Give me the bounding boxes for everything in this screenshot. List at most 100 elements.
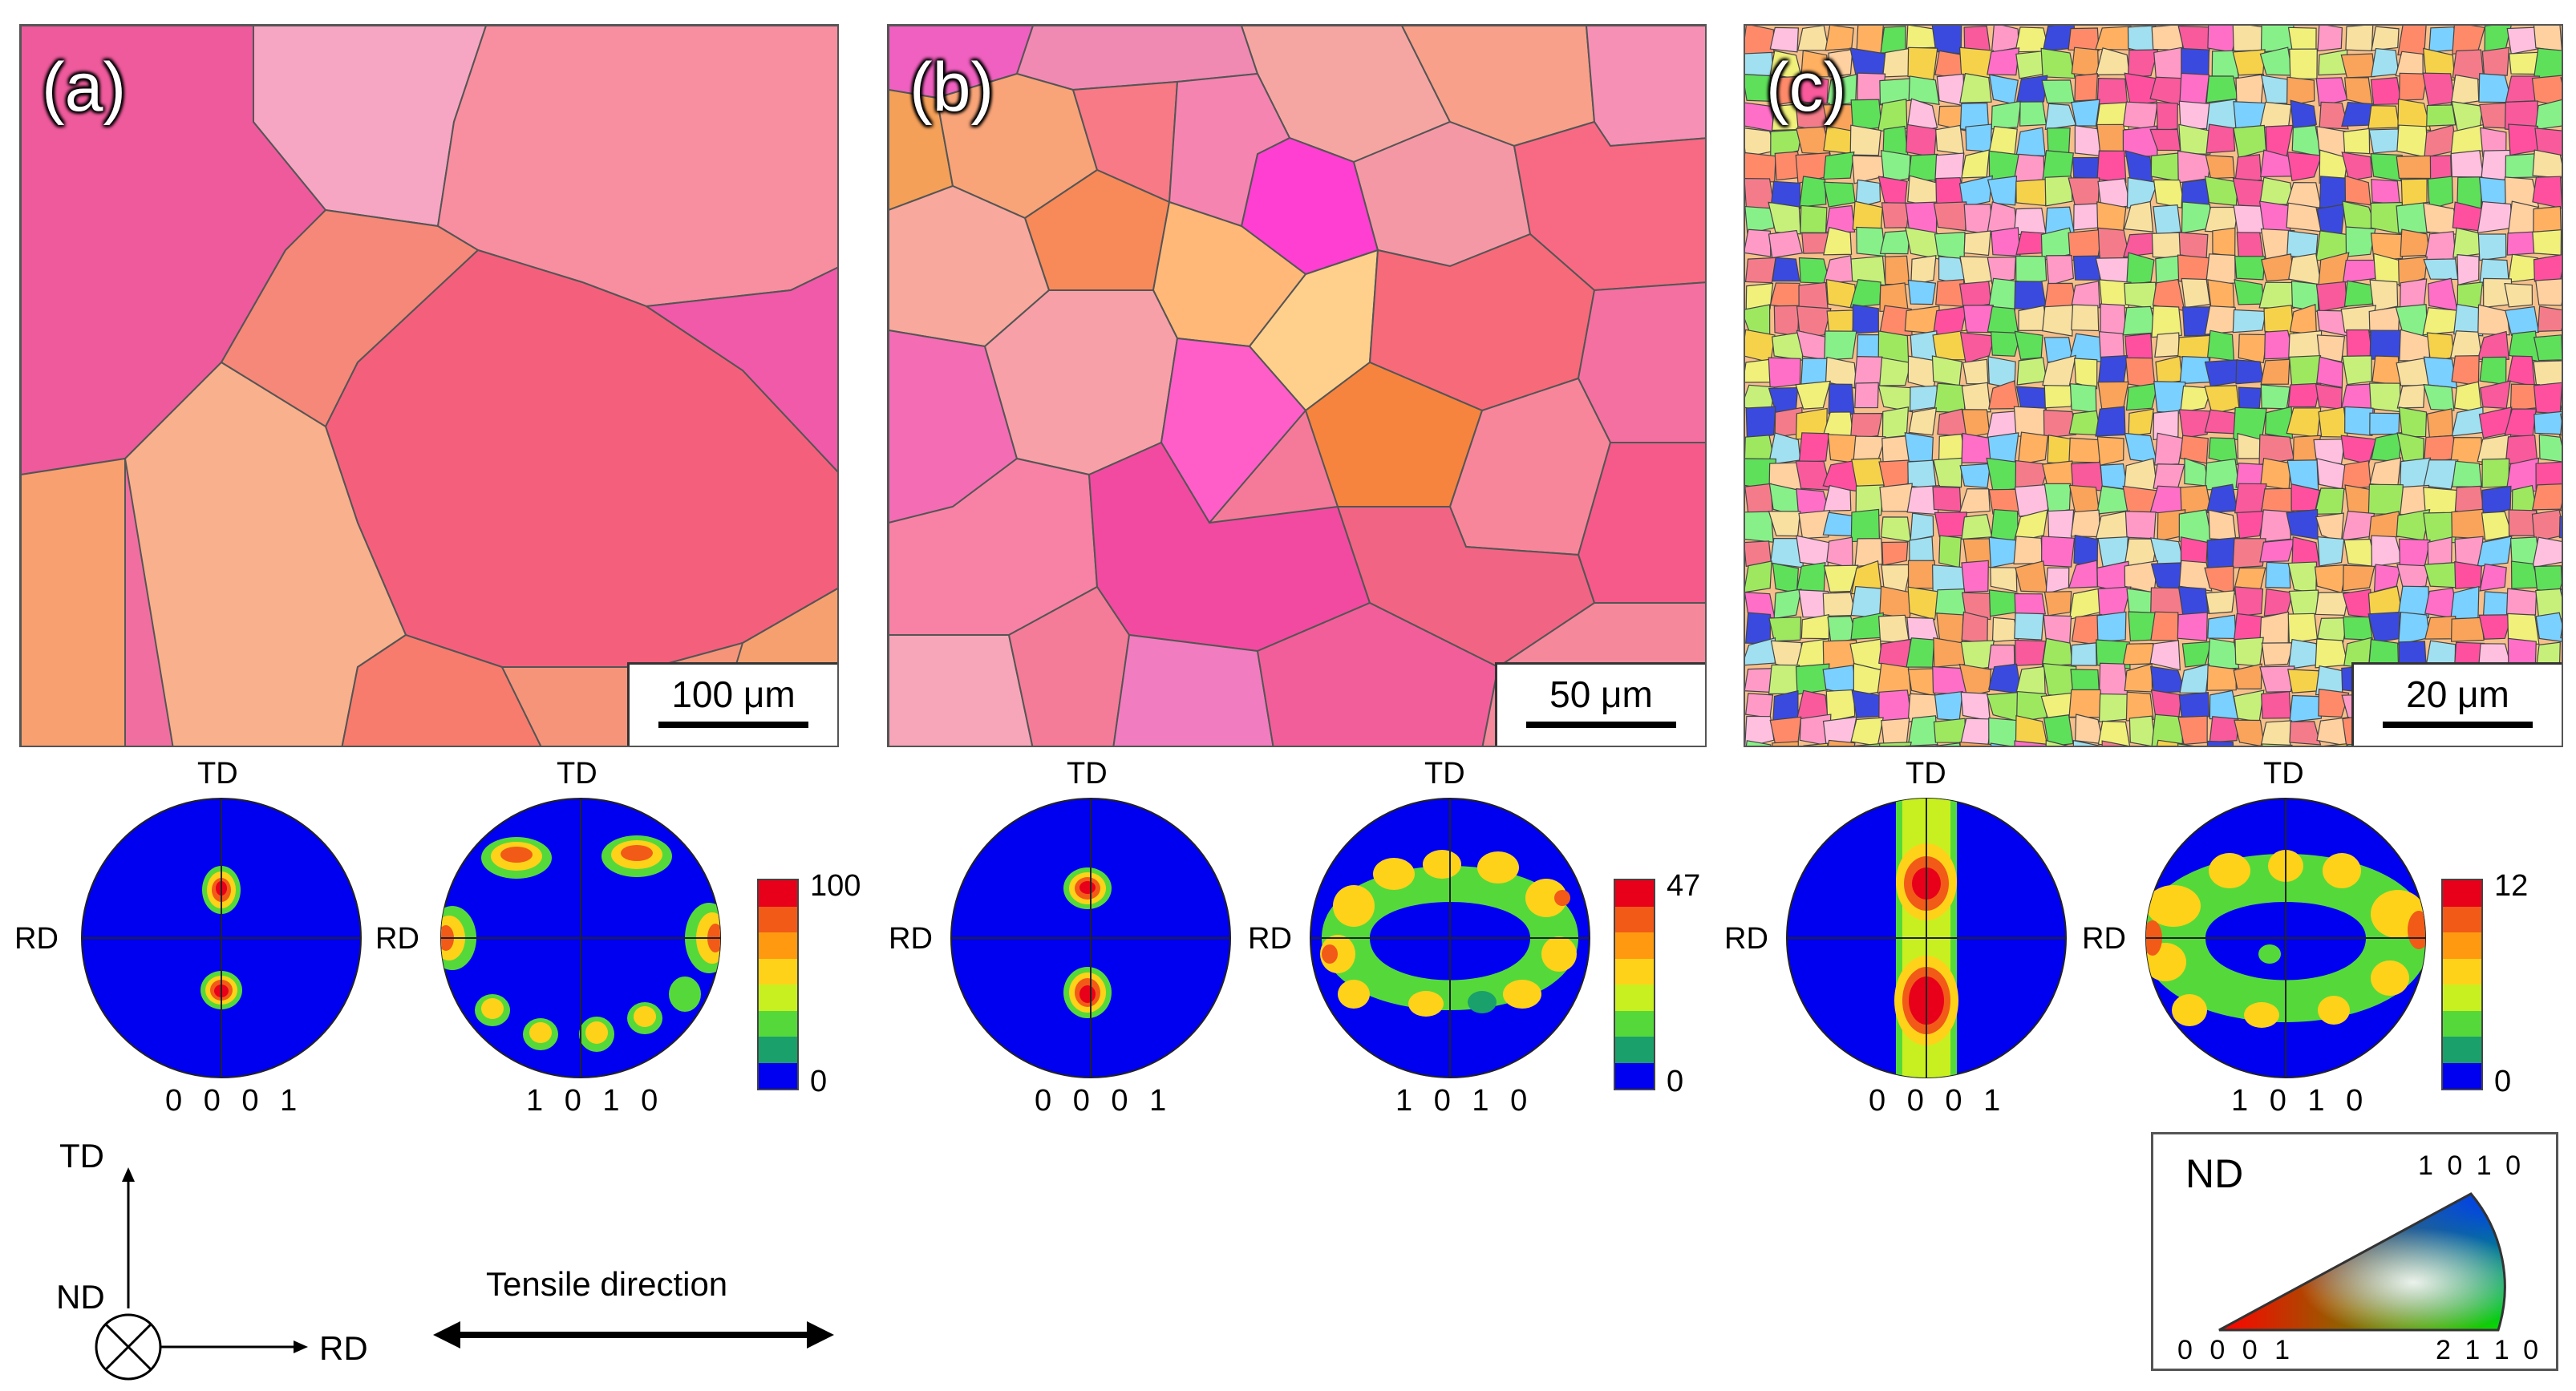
grain: [2072, 156, 2100, 180]
grain-map-a: [21, 26, 837, 746]
grain: [2013, 406, 2046, 437]
grain: [1882, 47, 1912, 78]
grain: [2317, 26, 2343, 52]
grain: [2068, 27, 2100, 51]
grain: [1878, 357, 1912, 386]
grain: [1850, 717, 1884, 746]
grain: [2261, 642, 2295, 666]
grain: [2122, 642, 2154, 665]
grain: [2562, 334, 2563, 361]
grain: [2423, 356, 2458, 389]
grain: [2096, 639, 2131, 669]
grain: [2343, 280, 2376, 307]
grain: [2096, 77, 2128, 107]
grain: [1961, 592, 1992, 621]
colorbar-max: 47: [1667, 869, 1701, 903]
grain: [1768, 664, 1800, 695]
scale-bar: 100 μm: [627, 662, 837, 746]
coord-rd-label: RD: [319, 1329, 368, 1367]
grain: [2015, 255, 2047, 286]
grain: [2208, 437, 2238, 466]
grain: [2211, 50, 2239, 82]
grain: [1822, 592, 1857, 617]
grain: [2370, 233, 2404, 261]
grain: [2287, 382, 2322, 408]
grain: [2017, 431, 2049, 466]
grain: [2371, 355, 2401, 386]
grain: [2345, 26, 2374, 51]
grain: [1959, 72, 1992, 103]
grain: [2235, 74, 2265, 104]
grain: [1934, 588, 1966, 617]
grain: [2015, 714, 2048, 746]
grain: [1877, 385, 1914, 413]
grain: [1881, 541, 1909, 566]
grain: [2208, 509, 2237, 541]
grain: [1904, 432, 1934, 463]
grain: [1823, 484, 1852, 512]
colorbar-segment: [2443, 906, 2481, 932]
grain: [2422, 307, 2459, 336]
grain: [2209, 716, 2239, 743]
grain: [2260, 720, 2292, 746]
colorbar-min: 0: [1667, 1065, 1684, 1098]
grain: [2369, 412, 2400, 435]
grain: [2323, 743, 2347, 746]
grain: [1881, 202, 1910, 228]
grain: [2265, 561, 2291, 588]
grain: [1934, 690, 1963, 722]
grain: [2315, 383, 2343, 410]
grain: [2450, 617, 2485, 642]
grain: [2234, 154, 2262, 184]
grain: [2206, 330, 2235, 362]
grain: [2454, 560, 2482, 589]
grain: [1772, 689, 1799, 722]
grain: [1880, 516, 1912, 543]
grain: [2481, 47, 2510, 76]
grain: [1796, 126, 1831, 155]
grain: [2258, 281, 2295, 309]
grain: [1745, 257, 1776, 284]
grain: [2538, 434, 2562, 463]
grain: [2454, 746, 2481, 747]
grain: [2178, 691, 2210, 718]
grain: [2558, 516, 2562, 539]
grain: [2286, 202, 2322, 233]
scale-bar-line: [658, 722, 808, 728]
pf-rd-label: RD: [1724, 922, 1768, 956]
grain: [1879, 483, 1913, 512]
colorbar-segment: [1615, 1062, 1654, 1089]
grain: [2238, 386, 2262, 412]
grain: [2207, 279, 2235, 309]
grain: [2043, 385, 2074, 409]
pf-basal-name: 0 0 0 1: [1035, 1084, 1173, 1118]
grain: [1907, 715, 1938, 746]
grain: [2504, 176, 2540, 208]
grain: [2122, 101, 2158, 131]
grain: [1990, 331, 2022, 357]
grain: [2342, 259, 2376, 284]
grain: [2477, 330, 2510, 360]
grain: [1906, 98, 1938, 133]
pf-basal-name: 0 0 0 1: [1869, 1084, 2007, 1118]
grain: [2259, 539, 2295, 563]
colorbar-segment: [759, 906, 797, 932]
pole-figure-basal: [1786, 798, 2067, 1078]
coordinate-axes: [95, 1167, 308, 1381]
scale-bar: 20 μm: [2351, 662, 2562, 746]
grain: [2205, 590, 2235, 615]
grain: [2015, 690, 2047, 723]
grain: [1772, 741, 1799, 746]
grain: [2558, 434, 2562, 446]
grain: [1797, 26, 1830, 51]
grain: [2508, 123, 2539, 156]
pf-td-label: TD: [197, 757, 238, 791]
grain: [2042, 305, 2074, 337]
grain: [2532, 176, 2562, 209]
grain: [2478, 614, 2513, 640]
grain: [2316, 717, 2350, 746]
grain: [2153, 47, 2183, 81]
coord-td-label: TD: [59, 1137, 104, 1175]
colorbar-segment: [759, 1037, 797, 1063]
grain: [2098, 693, 2131, 723]
